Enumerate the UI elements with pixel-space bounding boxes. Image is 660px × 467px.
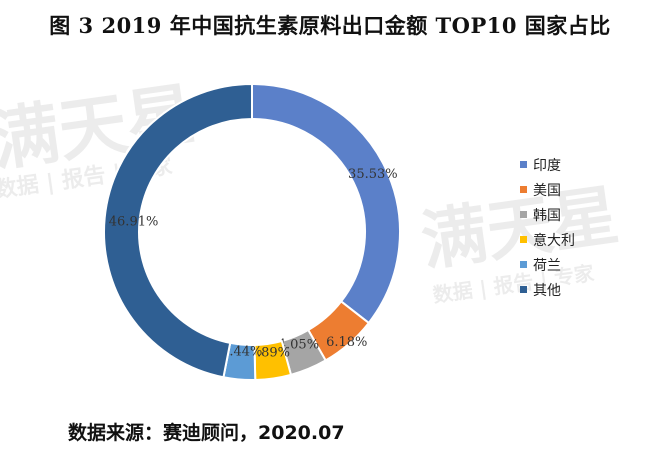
- legend-swatch-5: [520, 286, 527, 293]
- legend-swatch-4: [520, 261, 527, 268]
- donut-label-0: 35.53%: [348, 167, 398, 182]
- legend-swatch-3: [520, 236, 527, 243]
- donut-slice-5: [103, 82, 253, 379]
- legend-label-1: 美国: [533, 182, 561, 199]
- legend-label-3: 意大利: [533, 232, 575, 249]
- data-source: 数据来源：赛迪顾问，2020.07: [68, 422, 345, 444]
- chart-title: 图 3 2019 年中国抗生素原料出口金额 TOP10 国家占比: [49, 13, 611, 38]
- donut-label-2: 4.05%: [278, 338, 319, 353]
- legend-label-2: 韩国: [533, 207, 561, 224]
- legend-swatch-1: [520, 186, 527, 193]
- legend-label-0: 印度: [533, 157, 561, 174]
- legend-label-5: 其他: [533, 282, 561, 299]
- legend-item-3: 意大利: [520, 227, 575, 252]
- legend-item-4: 荷兰: [520, 252, 575, 277]
- donut-label-5: 46.91%: [109, 214, 159, 229]
- chart-legend: 印度美国韩国意大利荷兰其他: [520, 152, 575, 302]
- legend-item-5: 其他: [520, 277, 575, 302]
- donut-label-3: 3.89%: [249, 346, 290, 361]
- legend-label-4: 荷兰: [533, 257, 561, 274]
- legend-swatch-2: [520, 211, 527, 218]
- legend-item-0: 印度: [520, 152, 575, 177]
- legend-item-2: 韩国: [520, 202, 575, 227]
- donut-label-1: 6.18%: [326, 335, 367, 350]
- donut-label-4: 3.44%: [221, 345, 262, 360]
- legend-swatch-0: [520, 161, 527, 168]
- donut-slice-0: [251, 82, 401, 325]
- legend-item-1: 美国: [520, 177, 575, 202]
